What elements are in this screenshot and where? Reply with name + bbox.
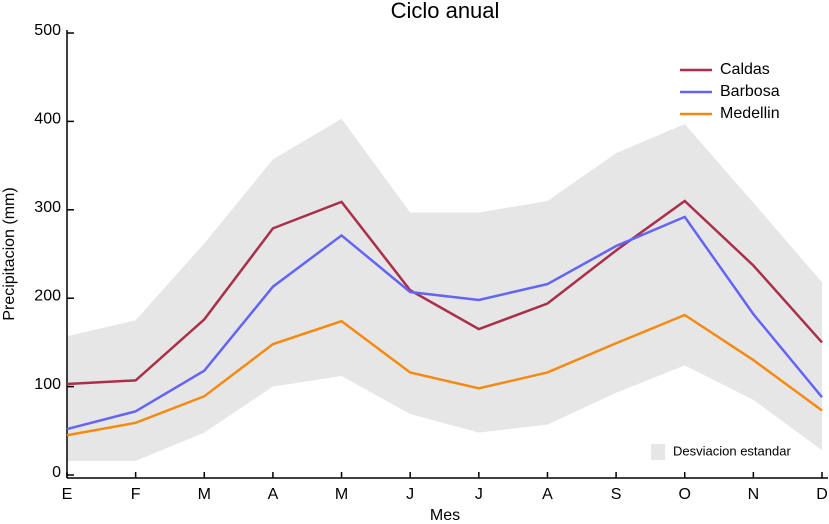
y-tick-label: 0 <box>52 464 61 481</box>
x-tick-label: J <box>475 486 483 503</box>
legend-label: Caldas <box>720 61 770 78</box>
x-tick-label: A <box>268 486 279 503</box>
x-tick-label: J <box>406 486 414 503</box>
x-tick-label: M <box>335 486 348 503</box>
y-tick-label: 200 <box>34 287 61 304</box>
series-line <box>66 313 823 437</box>
y-axis-label: Precipitacion (mm) <box>1 187 18 320</box>
series-line <box>66 215 823 431</box>
y-tick-label: 300 <box>34 199 61 216</box>
y-tick-label: 500 <box>34 22 61 39</box>
x-tick-label: E <box>62 486 73 503</box>
x-tick-label: O <box>679 486 691 503</box>
x-tick-label: A <box>542 486 553 503</box>
series-line <box>66 199 823 386</box>
legend-label: Medellin <box>720 105 780 122</box>
x-tick-label: D <box>816 486 828 503</box>
legend-label: Desviacion estandar <box>673 443 791 458</box>
std-band <box>67 118 822 461</box>
y-tick-label: 100 <box>34 376 61 393</box>
x-tick-label: F <box>131 486 141 503</box>
y-tick-label: 400 <box>34 111 61 128</box>
x-tick-label: N <box>748 486 760 503</box>
x-axis-label: Mes <box>430 507 460 524</box>
x-tick-label: M <box>198 486 211 503</box>
chart-title: Ciclo anual <box>391 0 500 23</box>
x-tick-label: S <box>611 486 622 503</box>
legend-swatch <box>651 444 665 460</box>
legend-label: Barbosa <box>720 83 780 100</box>
